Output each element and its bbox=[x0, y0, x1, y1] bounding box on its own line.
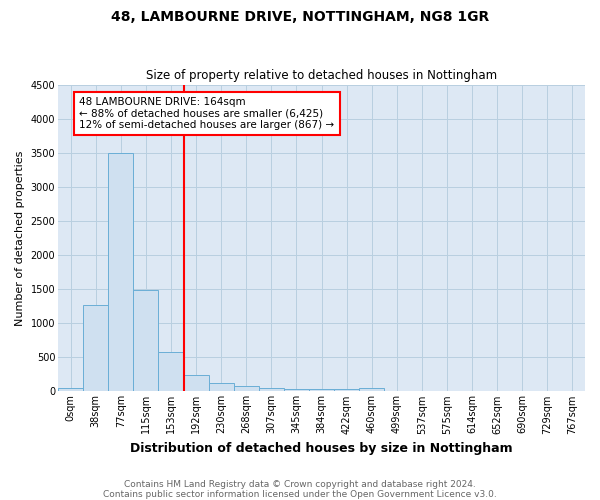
Bar bbox=[359, 388, 384, 392]
Bar bbox=[158, 352, 184, 392]
Text: 48 LAMBOURNE DRIVE: 164sqm
← 88% of detached houses are smaller (6,425)
12% of s: 48 LAMBOURNE DRIVE: 164sqm ← 88% of deta… bbox=[79, 97, 335, 130]
Text: Contains HM Land Registry data © Crown copyright and database right 2024.: Contains HM Land Registry data © Crown c… bbox=[124, 480, 476, 489]
Bar bbox=[234, 386, 259, 392]
Bar bbox=[184, 374, 209, 392]
Bar bbox=[209, 382, 234, 392]
Bar bbox=[284, 390, 309, 392]
Bar bbox=[83, 305, 108, 392]
Text: 48, LAMBOURNE DRIVE, NOTTINGHAM, NG8 1GR: 48, LAMBOURNE DRIVE, NOTTINGHAM, NG8 1GR bbox=[111, 10, 489, 24]
Bar bbox=[309, 388, 334, 392]
Title: Size of property relative to detached houses in Nottingham: Size of property relative to detached ho… bbox=[146, 69, 497, 82]
X-axis label: Distribution of detached houses by size in Nottingham: Distribution of detached houses by size … bbox=[130, 442, 513, 455]
Bar bbox=[58, 388, 83, 392]
Bar bbox=[334, 389, 359, 392]
Bar bbox=[259, 388, 284, 392]
Bar bbox=[133, 290, 158, 392]
Bar bbox=[108, 154, 133, 392]
Text: Contains public sector information licensed under the Open Government Licence v3: Contains public sector information licen… bbox=[103, 490, 497, 499]
Y-axis label: Number of detached properties: Number of detached properties bbox=[15, 150, 25, 326]
